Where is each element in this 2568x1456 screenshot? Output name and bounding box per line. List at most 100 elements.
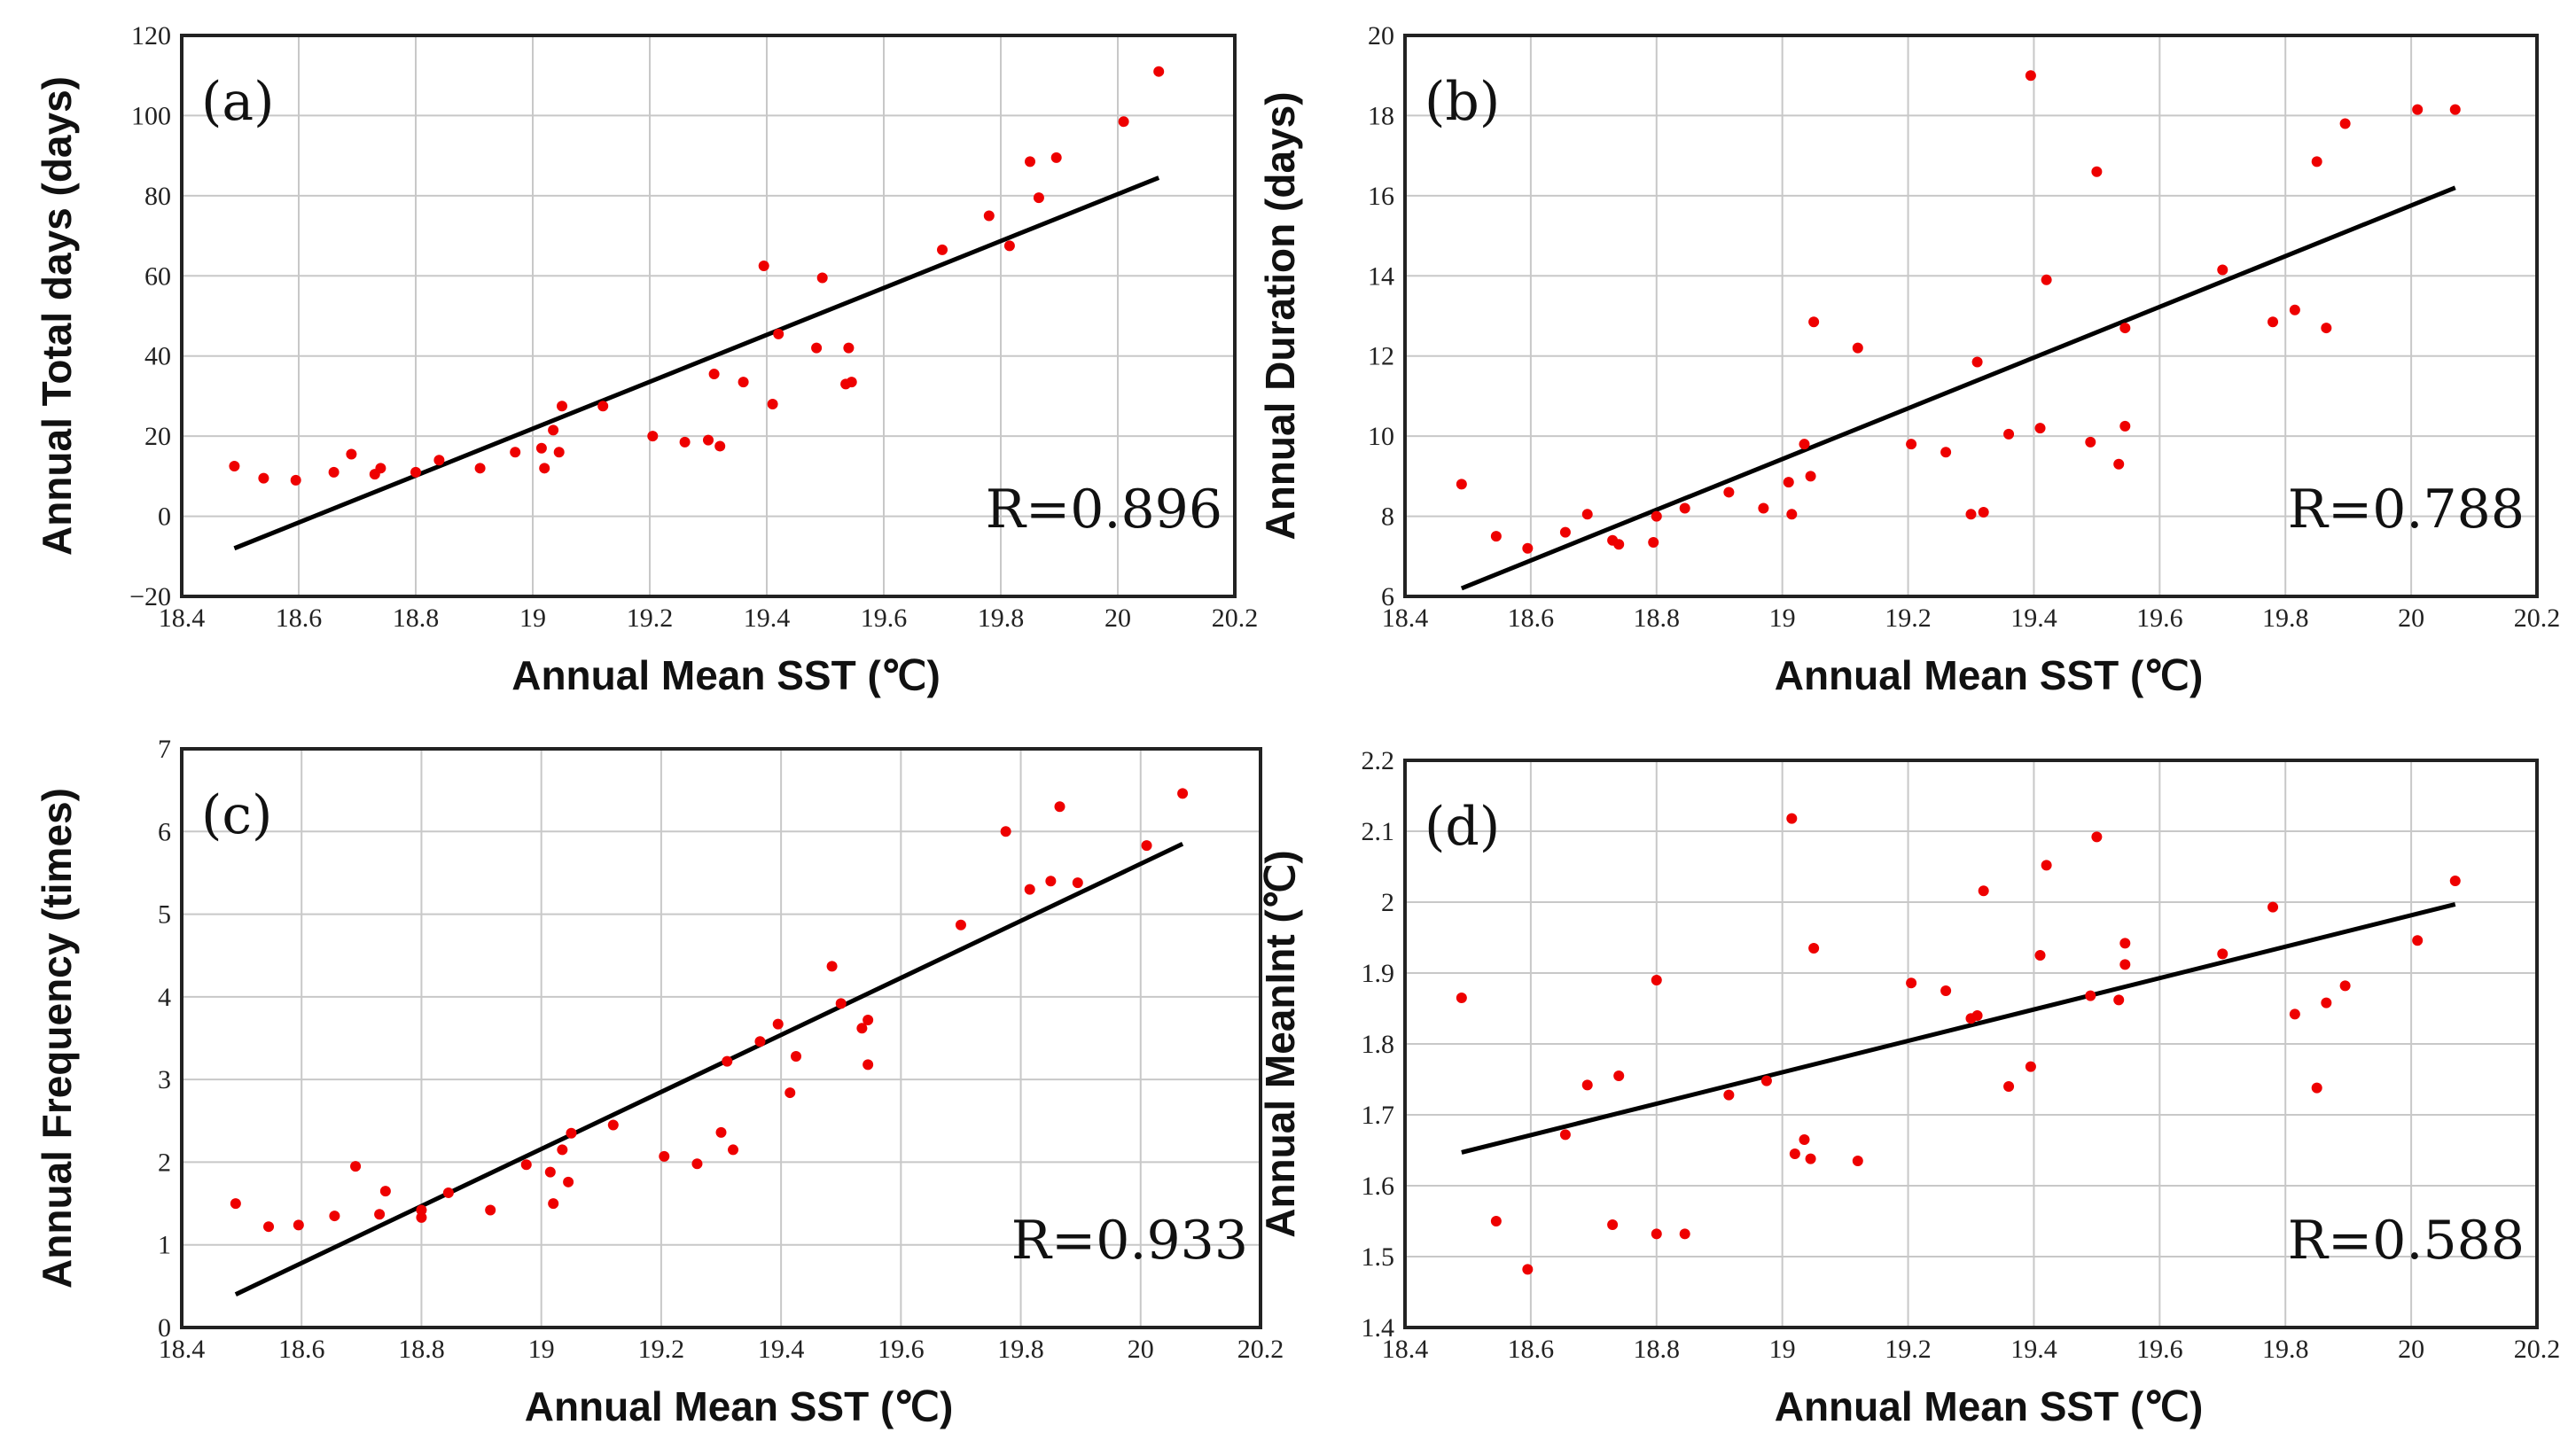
plot-frame xyxy=(1403,34,2539,598)
data-point xyxy=(597,401,609,412)
data-point xyxy=(510,447,521,458)
data-point xyxy=(2003,1081,2015,1092)
x-tick-label: 18.6 xyxy=(1508,1335,1555,1364)
data-point xyxy=(230,1198,241,1210)
y-tick-label: 20 xyxy=(1368,21,1394,51)
data-point xyxy=(1940,985,1952,996)
data-point xyxy=(1613,539,1625,550)
data-point xyxy=(811,342,823,354)
data-point xyxy=(2289,1008,2300,1020)
y-tick-label: 5 xyxy=(158,900,171,930)
data-point xyxy=(1141,840,1152,852)
data-point xyxy=(329,1211,340,1222)
x-tick-label: 20 xyxy=(2398,603,2424,633)
y-axis-title: Annual Frequency (times) xyxy=(34,788,80,1289)
regression-line xyxy=(1461,901,2456,1155)
x-tick-label: 18.6 xyxy=(276,603,323,633)
x-tick-label: 19.6 xyxy=(878,1335,925,1364)
data-point xyxy=(659,1150,670,1162)
data-point xyxy=(2321,997,2332,1008)
data-point xyxy=(863,1014,874,1025)
x-tick-label: 18.4 xyxy=(159,603,206,633)
y-tick-label: 2 xyxy=(1381,888,1394,917)
data-point xyxy=(350,1161,362,1172)
data-point xyxy=(548,1198,559,1210)
y-tick-label: 1.8 xyxy=(1362,1030,1395,1059)
data-point xyxy=(1805,1153,1816,1164)
y-tick-label: 40 xyxy=(144,342,171,371)
data-point xyxy=(1581,509,1593,520)
data-point xyxy=(2113,994,2125,1006)
y-tick-label: 60 xyxy=(144,261,171,291)
data-point xyxy=(1786,509,1798,520)
data-point xyxy=(433,455,445,466)
plot-frame xyxy=(1403,759,2539,1329)
panel-label: (b) xyxy=(1424,71,1500,133)
x-tick-label: 19.6 xyxy=(2136,603,2183,633)
x-tick-label: 18.4 xyxy=(1382,603,1429,633)
data-point xyxy=(1559,1129,1571,1141)
x-tick-label: 19.4 xyxy=(744,603,791,633)
data-point xyxy=(715,1126,727,1138)
data-point xyxy=(374,1209,386,1220)
y-tick-label: 6 xyxy=(158,817,171,846)
data-point xyxy=(2119,938,2131,949)
x-tick-label: 19.2 xyxy=(1885,1335,1932,1364)
x-axis-title: Annual Mean SST (℃) xyxy=(1775,1383,2204,1429)
panel-label: (d) xyxy=(1424,796,1500,858)
data-point xyxy=(1490,1216,1502,1226)
data-point xyxy=(791,1051,802,1063)
data-point xyxy=(1045,876,1057,887)
data-point xyxy=(258,472,269,484)
data-point xyxy=(1581,1079,1593,1091)
data-point xyxy=(722,1055,733,1067)
data-point xyxy=(1607,1219,1619,1230)
x-tick-label: 20.2 xyxy=(1237,1335,1284,1364)
data-point xyxy=(2091,166,2103,177)
data-point xyxy=(1024,884,1035,895)
data-point xyxy=(1651,1228,1662,1240)
data-point xyxy=(1651,510,1662,522)
data-point xyxy=(553,447,565,458)
data-point xyxy=(2034,950,2046,961)
x-tick-label: 19.4 xyxy=(2010,603,2057,633)
y-axis-title: Annual MeanInt (℃) xyxy=(1257,850,1303,1238)
y-tick-label: 14 xyxy=(1368,261,1394,291)
data-point xyxy=(263,1221,275,1233)
data-point xyxy=(728,1144,739,1156)
data-point xyxy=(1522,1264,1534,1275)
data-point xyxy=(1679,1228,1690,1240)
data-point xyxy=(1760,1075,1772,1086)
data-point xyxy=(708,369,720,380)
x-tick-label: 19 xyxy=(1769,1335,1796,1364)
y-tick-label: 1.9 xyxy=(1362,959,1395,988)
data-point xyxy=(557,401,567,412)
data-point xyxy=(474,463,486,474)
regression-line xyxy=(1460,185,2456,591)
y-tick-label: 16 xyxy=(1368,182,1394,211)
x-tick-label: 19.4 xyxy=(758,1335,805,1364)
data-point xyxy=(1906,977,1917,989)
data-point xyxy=(379,1186,391,1197)
data-point xyxy=(2041,274,2052,285)
data-point xyxy=(2321,323,2332,334)
data-point xyxy=(2289,304,2300,315)
y-tick-label: 120 xyxy=(131,21,171,51)
x-tick-label: 19.8 xyxy=(2262,1335,2309,1364)
data-point xyxy=(772,1018,784,1030)
data-point xyxy=(548,424,559,436)
data-point xyxy=(2085,436,2096,448)
x-tick-label: 19.8 xyxy=(2262,603,2309,633)
data-point xyxy=(784,1087,796,1099)
data-point xyxy=(1153,66,1165,77)
y-tick-label: 2.2 xyxy=(1362,746,1395,775)
data-point xyxy=(2217,948,2228,960)
x-tick-label: 20.2 xyxy=(1212,603,1259,633)
data-point xyxy=(816,272,828,284)
data-point xyxy=(767,398,778,409)
data-point xyxy=(2113,458,2125,470)
y-tick-label: 8 xyxy=(1381,502,1394,532)
data-point xyxy=(2119,959,2131,970)
data-point xyxy=(1799,1134,1810,1145)
data-point xyxy=(2339,980,2351,992)
